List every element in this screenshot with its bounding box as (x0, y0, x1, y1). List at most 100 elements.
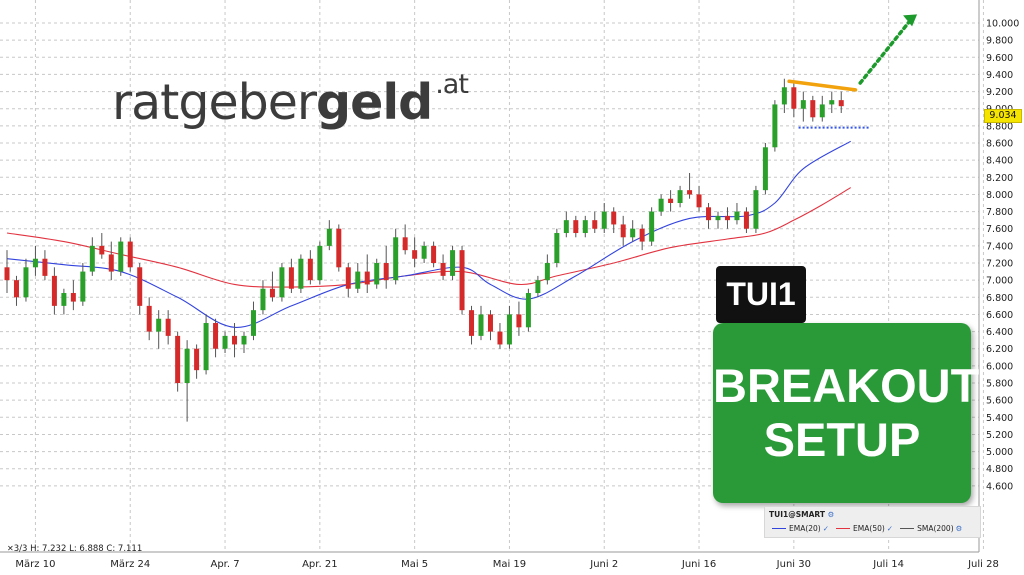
candle-body (544, 263, 550, 281)
candle (80, 263, 86, 306)
candle-body (649, 211, 655, 242)
candle-body (99, 245, 105, 255)
candle-body (298, 258, 304, 289)
candle-body (459, 250, 465, 311)
candle (4, 250, 10, 294)
y-tick-label: 4.800 (986, 464, 1013, 475)
candle-body (4, 267, 10, 281)
chart-annotations (787, 14, 918, 129)
candle-body (61, 293, 67, 306)
candle (772, 100, 778, 152)
legend-title: TUI1@SMART ⚙ (769, 510, 835, 519)
candle (137, 263, 143, 315)
candle (194, 344, 200, 379)
check-icon[interactable]: ✓ (822, 524, 830, 533)
candle-body (772, 104, 778, 148)
candle-body (535, 280, 541, 294)
candle-body (402, 237, 408, 251)
candle (838, 91, 844, 114)
candle (213, 318, 219, 358)
y-tick-label: 9.400 (986, 70, 1013, 81)
candle (554, 228, 560, 268)
candle (582, 215, 588, 238)
candle-body (23, 267, 29, 298)
candle-body (838, 100, 844, 107)
chart-legend: TUI1@SMART ⚙ EMA(20) ✓ EMA(50) ✓ SMA(200) ⚙ (764, 506, 981, 538)
candle (298, 254, 304, 294)
candle (269, 271, 275, 302)
candle-body (269, 288, 275, 298)
chart-grid (0, 0, 984, 552)
candle (32, 245, 38, 276)
candle (753, 185, 759, 234)
candle (203, 314, 209, 375)
close-icon: ✕ (7, 544, 14, 553)
candle-body (724, 215, 730, 221)
candle-body (781, 87, 787, 105)
candle-body (250, 310, 256, 336)
candle (345, 263, 351, 298)
brand-logo: ratgebergeld .at (112, 69, 469, 131)
candle (506, 305, 512, 349)
candle-body (118, 241, 124, 272)
candle (469, 305, 475, 345)
candle-body (478, 314, 484, 336)
candle (23, 258, 29, 302)
candle-body (421, 245, 427, 259)
candle-body (13, 280, 19, 298)
candle (175, 331, 181, 392)
y-tick-label: 5.400 (986, 413, 1013, 424)
x-tick-label: Juni 30 (776, 559, 811, 570)
candle (724, 207, 730, 229)
y-tick-label: 4.600 (986, 481, 1013, 492)
candle (620, 215, 626, 246)
candle-body (800, 100, 806, 109)
candle-body (687, 190, 693, 195)
check-icon[interactable]: ✓ (886, 524, 894, 533)
y-axis-labels: 4.600 4.800 5.000 5.200 5.400 5.600 5.800 6.000… (986, 19, 1019, 493)
candle-body (336, 228, 342, 268)
candle (677, 185, 683, 208)
breakout-arrow-line (858, 17, 913, 85)
candle (611, 207, 617, 234)
ticker-label: TUI1 (716, 266, 806, 323)
candle (516, 301, 522, 336)
candle-body (232, 335, 238, 345)
candle-body (554, 233, 560, 264)
candle-body (630, 228, 636, 238)
candle (478, 305, 484, 341)
candle-body (137, 267, 143, 306)
candle (810, 95, 816, 122)
y-tick-label: 6.800 (986, 293, 1013, 304)
candle-body (706, 207, 712, 221)
candle (317, 241, 323, 285)
ema50-line (6, 187, 852, 288)
y-tick-label: 5.600 (986, 396, 1013, 407)
candle-body (279, 267, 285, 298)
candle-body (203, 323, 209, 371)
y-tick-label: 8.400 (986, 156, 1013, 167)
candle (336, 224, 342, 272)
candle (762, 143, 768, 195)
x-tick-label: Juli 28 (967, 559, 999, 570)
candle-body (762, 147, 768, 191)
last-price-label: 9.034 (984, 109, 1022, 123)
x-tick-label: Mai 5 (401, 559, 428, 570)
settings-icon[interactable]: ⚙ (955, 524, 963, 533)
candle-body (658, 198, 664, 212)
candle (61, 288, 67, 315)
legend-entries: EMA(20) ✓ EMA(50) ✓ SMA(200) ⚙ (769, 524, 966, 533)
candle-body (317, 245, 323, 281)
candle-body (364, 271, 370, 285)
y-tick-label: 5.800 (986, 379, 1013, 390)
candle (374, 258, 380, 289)
candle (118, 237, 124, 276)
candle (649, 207, 655, 246)
candle (222, 331, 228, 354)
candle-body (497, 331, 503, 345)
candle (630, 220, 636, 242)
candle (450, 245, 456, 281)
candle (42, 250, 48, 281)
candle-body (469, 310, 475, 336)
